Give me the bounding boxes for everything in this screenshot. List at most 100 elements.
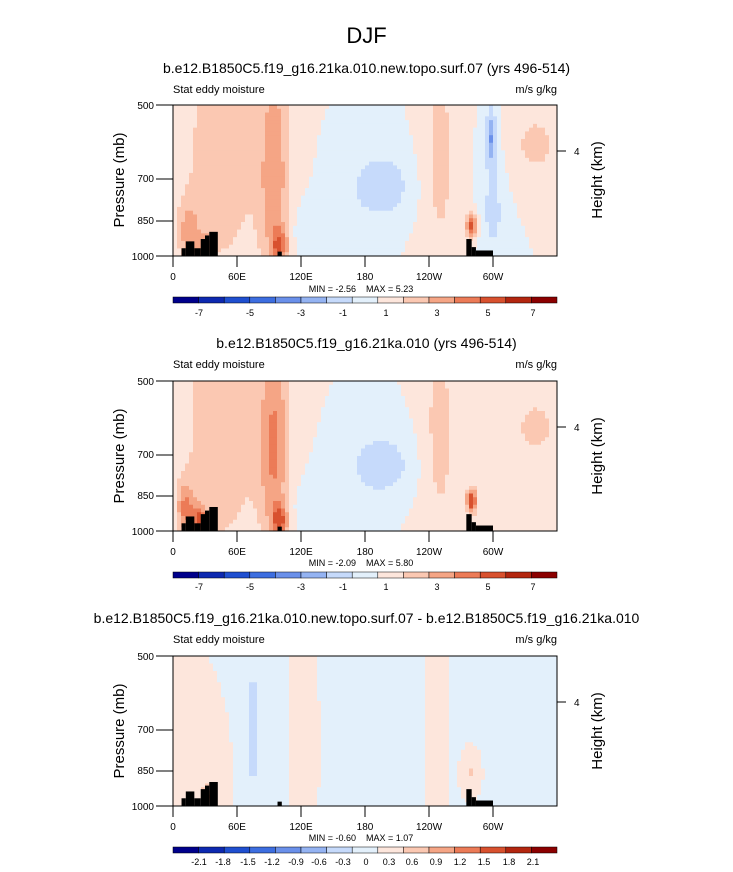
heatmap-cell xyxy=(433,240,438,246)
heatmap-cell xyxy=(269,523,274,528)
heatmap-cell xyxy=(261,414,266,419)
heatmap-cell xyxy=(185,459,190,464)
heatmap-cell xyxy=(209,154,214,159)
heatmap-cell xyxy=(237,519,242,524)
heatmap-cell xyxy=(261,105,266,110)
heatmap-cell xyxy=(289,108,294,113)
heatmap-cell xyxy=(477,233,482,238)
heatmap-cell xyxy=(205,471,210,476)
heatmap-cell xyxy=(525,210,530,215)
heatmap-cell xyxy=(409,218,414,223)
heatmap-cell xyxy=(325,252,330,257)
heatmap-cell xyxy=(301,206,306,212)
heatmap-cell xyxy=(209,504,214,509)
heatmap-cell xyxy=(217,516,222,521)
heatmap-cell xyxy=(237,127,242,132)
heatmap-cell xyxy=(513,150,518,155)
panel-1-xtick: 60W xyxy=(483,272,504,283)
heatmap-cell xyxy=(409,199,414,204)
heatmap-cell xyxy=(177,135,182,140)
heatmap-cell xyxy=(537,108,542,113)
heatmap-cell xyxy=(277,184,282,189)
heatmap-cell xyxy=(177,112,182,117)
heatmap-cell xyxy=(269,493,274,498)
heatmap-cell xyxy=(441,180,446,185)
heatmap-cell xyxy=(373,248,378,253)
heatmap-cell xyxy=(241,437,246,442)
heatmap-cell xyxy=(181,429,186,434)
heatmap-cell xyxy=(217,240,222,246)
heatmap-cell xyxy=(221,150,226,155)
heatmap-cell xyxy=(345,105,350,110)
heatmap-cell xyxy=(229,146,234,151)
heatmap-cell xyxy=(209,448,214,453)
heatmap-cell xyxy=(205,138,210,144)
heatmap-cell xyxy=(221,233,226,238)
topography-block xyxy=(277,251,282,256)
heatmap-cell xyxy=(181,474,186,479)
heatmap-cell xyxy=(201,161,206,166)
heatmap-cell xyxy=(185,127,190,132)
heatmap-cell xyxy=(201,392,206,397)
heatmap-cell xyxy=(309,157,314,163)
heatmap-cell xyxy=(473,108,478,113)
heatmap-cell xyxy=(213,191,218,196)
heatmap-cell xyxy=(193,188,198,193)
heatmap-cell xyxy=(269,422,274,427)
heatmap-cell xyxy=(173,127,178,132)
heatmap-cell xyxy=(497,222,502,227)
heatmap-cell xyxy=(409,191,414,196)
heatmap-cell xyxy=(505,108,510,113)
heatmap-cell xyxy=(241,459,246,464)
heatmap-cell xyxy=(397,142,402,147)
heatmap-cell xyxy=(513,172,518,178)
heatmap-cell xyxy=(465,210,470,215)
heatmap-cell xyxy=(233,180,238,185)
heatmap-cell xyxy=(409,252,414,257)
heatmap-cell xyxy=(365,112,370,117)
heatmap-cell xyxy=(181,233,186,238)
heatmap-cell xyxy=(225,422,230,427)
heatmap-cell xyxy=(333,169,338,174)
heatmap-cell xyxy=(233,418,238,423)
heatmap-cell xyxy=(273,116,278,121)
heatmap-cell xyxy=(405,138,410,144)
heatmap-cell xyxy=(261,142,266,147)
heatmap-cell xyxy=(205,433,210,438)
heatmap-cell xyxy=(505,240,510,246)
heatmap-cell xyxy=(397,127,402,132)
heatmap-cell xyxy=(237,191,242,196)
heatmap-cell xyxy=(393,161,398,166)
heatmap-cell xyxy=(413,195,418,200)
heatmap-cell xyxy=(253,131,258,136)
heatmap-cell xyxy=(345,172,350,178)
heatmap-cell xyxy=(233,127,238,132)
heatmap-cell xyxy=(217,222,222,227)
heatmap-cell xyxy=(233,150,238,155)
heatmap-cell xyxy=(473,218,478,223)
heatmap-cell xyxy=(333,248,338,253)
heatmap-cell xyxy=(217,437,222,442)
heatmap-cell xyxy=(301,138,306,144)
heatmap-cell xyxy=(173,199,178,204)
heatmap-cell xyxy=(409,154,414,159)
heatmap-cell xyxy=(297,252,302,257)
heatmap-cell xyxy=(489,199,494,204)
heatmap-cell xyxy=(237,218,242,223)
heatmap-cell xyxy=(177,225,182,230)
heatmap-cell xyxy=(289,206,294,212)
heatmap-cell xyxy=(217,422,222,427)
heatmap-cell xyxy=(537,150,542,155)
heatmap-cell xyxy=(245,105,250,110)
heatmap-cell xyxy=(541,138,546,144)
heatmap-cell xyxy=(185,237,190,242)
heatmap-cell xyxy=(481,146,486,151)
heatmap-cell xyxy=(537,146,542,151)
heatmap-cell xyxy=(301,244,306,249)
heatmap-cell xyxy=(177,157,182,163)
heatmap-cell xyxy=(253,523,258,528)
heatmap-cell xyxy=(513,184,518,189)
heatmap-cell xyxy=(217,184,222,189)
heatmap-cell xyxy=(281,112,286,117)
heatmap-cell xyxy=(317,240,322,246)
